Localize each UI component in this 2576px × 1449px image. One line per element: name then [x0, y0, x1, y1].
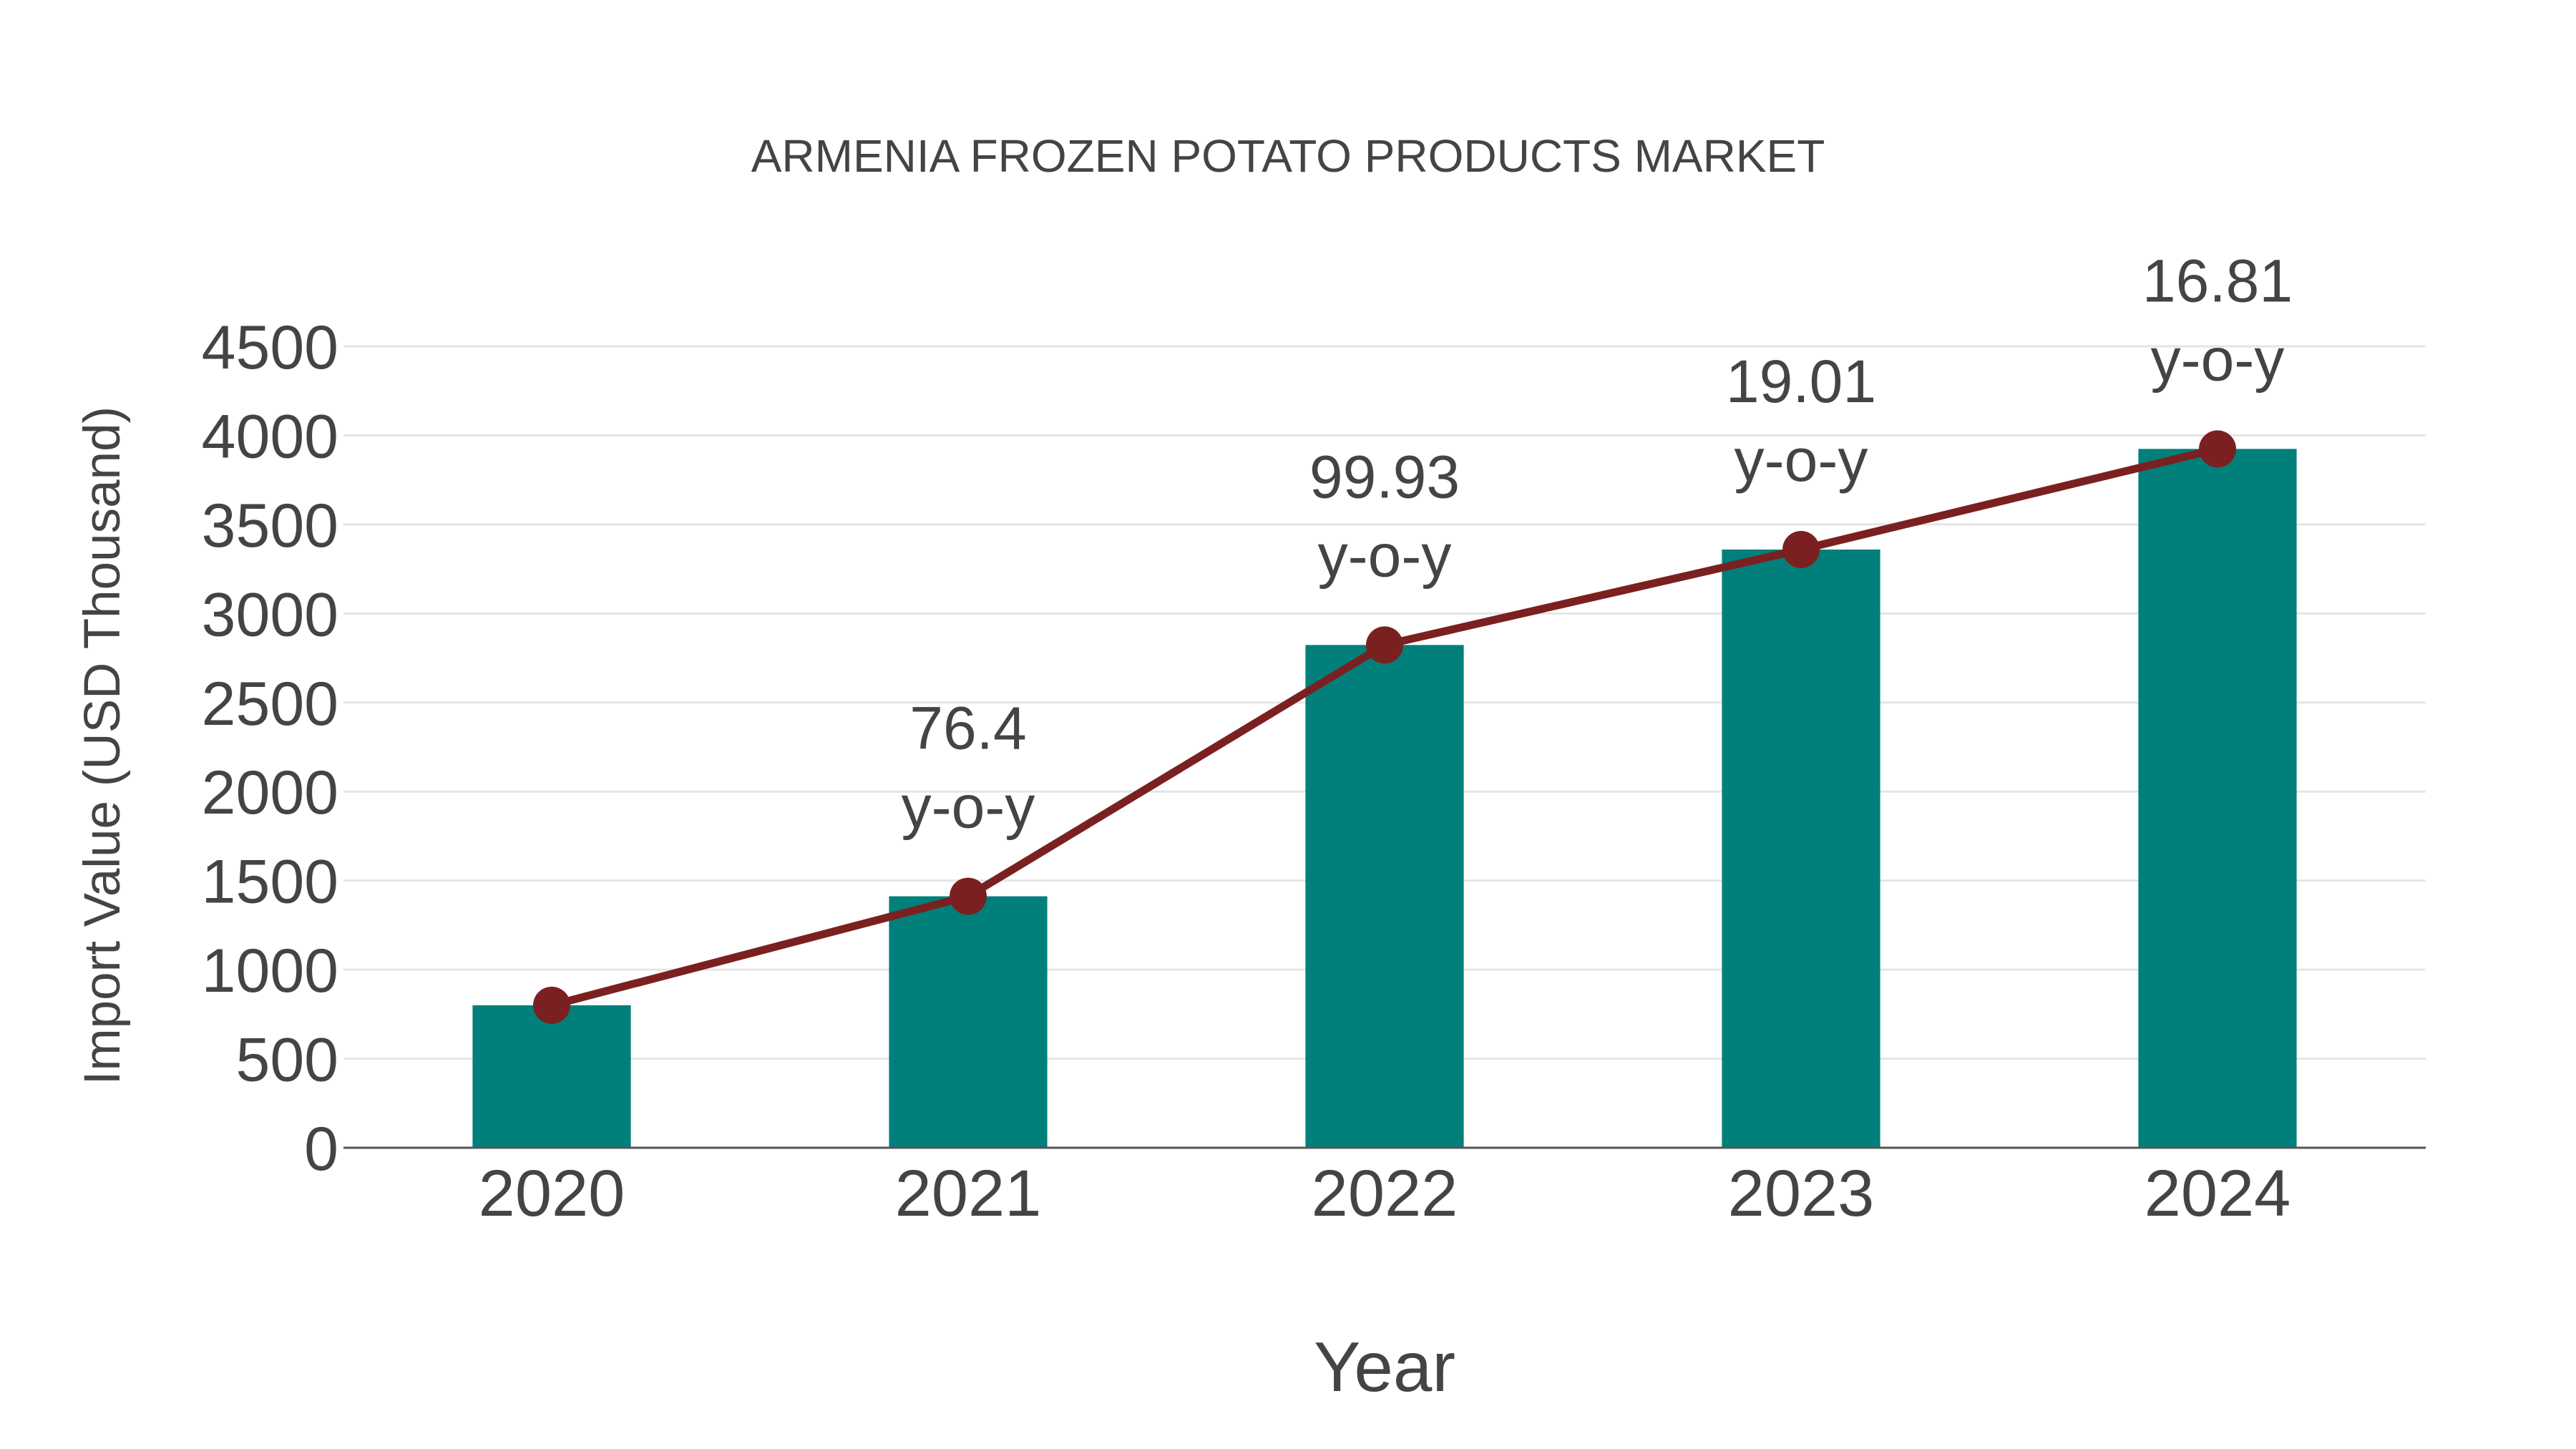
y-tick-label: 4500: [202, 313, 338, 382]
x-axis-title: Year: [1313, 1327, 1455, 1406]
bar-2023: [1722, 549, 1880, 1148]
annotation-2024: 16.81 y-o-y: [2142, 247, 2293, 393]
y-tick-label: 3500: [202, 492, 338, 560]
annotation-2021: 76.4 y-o-y: [902, 695, 1035, 841]
y-tick-label: 0: [304, 1115, 338, 1184]
chart-title: ARMENIA FROZEN POTATO PRODUCTS MARKET: [751, 130, 1825, 182]
annotation-suffix: y-o-y: [1735, 426, 1868, 494]
annotation-suffix: y-o-y: [902, 774, 1035, 841]
bar-2022: [1305, 645, 1464, 1148]
marker-2022: [1366, 626, 1403, 664]
x-tick-label: 2021: [895, 1157, 1042, 1230]
y-tick-label: 2500: [202, 670, 338, 738]
y-tick-label: 2000: [202, 758, 338, 827]
annotation-value: 76.4: [909, 695, 1027, 762]
yoy-annotations: 76.4 y-o-y 99.93 y-o-y 19.01 y-o-y 16.81 y-o-y: [902, 247, 2293, 840]
annotation-value: 99.93: [1309, 443, 1460, 510]
bars: [472, 449, 2297, 1148]
bar-2024: [2138, 449, 2297, 1148]
y-tick-label: 4000: [202, 402, 338, 471]
annotation-2023: 19.01 y-o-y: [1726, 348, 1876, 494]
x-tick-label: 2022: [1312, 1157, 1458, 1230]
y-tick-label: 500: [236, 1026, 339, 1095]
y-axis-ticks: 0 500 1000 1500 2000 2500 3000 3500 4000 4500: [202, 313, 338, 1184]
x-tick-label: 2023: [1728, 1157, 1875, 1230]
trend-line: [533, 430, 2236, 1024]
x-tick-label: 2020: [479, 1157, 625, 1230]
annotation-suffix: y-o-y: [1318, 522, 1452, 589]
annotation-value: 19.01: [1726, 348, 1876, 415]
marker-2021: [950, 877, 987, 915]
y-tick-label: 1000: [202, 937, 338, 1005]
annotation-value: 16.81: [2142, 247, 2293, 314]
marker-2020: [533, 986, 570, 1024]
bar-2021: [889, 896, 1048, 1148]
bar-2020: [472, 1005, 631, 1148]
x-axis-ticks: 2020 2021 2022 2023 2024: [479, 1157, 2291, 1230]
marker-2024: [2199, 430, 2236, 468]
x-tick-label: 2024: [2145, 1157, 2291, 1230]
y-tick-label: 1500: [202, 848, 338, 917]
y-tick-label: 3000: [202, 580, 338, 649]
marker-2023: [1782, 530, 1820, 568]
annotation-suffix: y-o-y: [2151, 326, 2285, 393]
annotation-2022: 99.93 y-o-y: [1309, 443, 1460, 589]
